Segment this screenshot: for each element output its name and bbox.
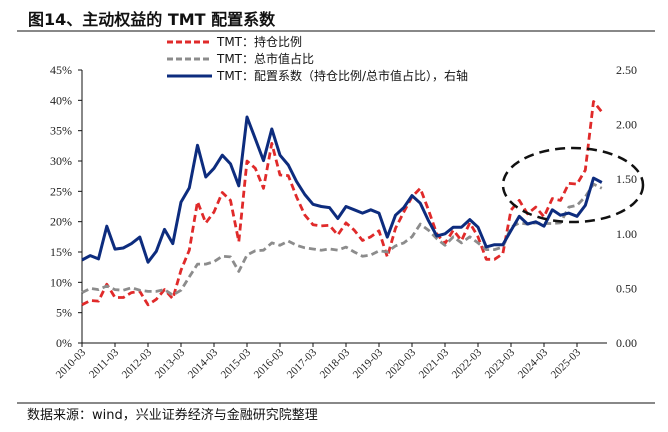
x-axis-tick-label: 2017-03 [285, 346, 320, 381]
left-axis-tick-label: 0% [56, 336, 72, 350]
source-note: 数据来源：wind，兴业证券经济与金融研究院整理 [27, 407, 318, 423]
left-axis-tick-label: 40% [50, 93, 72, 107]
right-axis-tick-label: 2.00 [616, 118, 637, 132]
x-axis-tick-label: 2018-03 [318, 346, 353, 381]
series-line-1 [81, 100, 603, 307]
x-axis-tick-label: 2019-03 [351, 346, 386, 381]
left-axis-tick-label: 30% [50, 154, 72, 168]
right-axis-tick-label: 0.50 [616, 281, 637, 295]
series-line-3 [81, 115, 603, 264]
left-axis-tick-label: 35% [50, 124, 72, 138]
legend: TMT：持仓比例 TMT：总市值占比 TMT：配置系数（持仓比例/总市值占比），右轴 [167, 34, 468, 83]
x-axis-tick-label: 2021-03 [417, 346, 452, 381]
legend-label-1: TMT：持仓比例 [216, 34, 302, 49]
x-axis-tick-label: 2014-03 [186, 346, 221, 381]
legend-label-2: TMT：总市值占比 [216, 51, 314, 66]
x-axis-tick-label: 2010-03 [54, 346, 89, 381]
left-axis-tick-label: 45% [50, 63, 72, 77]
left-axis-tick-label: 15% [50, 245, 72, 259]
right-axis-tick-label: 0.00 [616, 336, 637, 350]
left-axis-tick-label: 5% [56, 306, 72, 320]
right-axis-tick-label: 1.50 [616, 172, 637, 186]
left-axis-tick-label: 25% [50, 184, 72, 198]
x-axis-tick-label: 2023-03 [483, 346, 518, 381]
right-axis-tick-label: 2.50 [616, 63, 637, 77]
x-axis-tick-label: 2013-03 [153, 346, 188, 381]
x-axis-tick-label: 2024-03 [516, 346, 551, 381]
chart-title: 图14、主动权益的 TMT 配置系数 [28, 10, 276, 29]
series-group [81, 100, 603, 307]
x-axis-tick-label: 2015-03 [219, 346, 254, 381]
x-axis-tick-label: 2012-03 [120, 346, 155, 381]
legend-label-3: TMT：配置系数（持仓比例/总市值占比），右轴 [216, 68, 468, 83]
x-axis-tick-label: 2011-03 [87, 346, 121, 380]
x-axis-tick-label: 2025-03 [549, 346, 584, 381]
axes: 0% 5% 10% 15% 20% 25% 30% 35% 40% 45% 0.00 0.50 1.00… [50, 63, 637, 381]
highlight-ellipse [501, 146, 645, 224]
x-axis-tick-label: 2016-03 [252, 346, 287, 381]
left-axis-tick-label: 20% [50, 215, 72, 229]
right-axis-tick-label: 1.00 [616, 227, 637, 241]
left-axis-tick-label: 10% [50, 275, 72, 289]
x-axis-tick-label: 2020-03 [384, 346, 419, 381]
x-axis-tick-label: 2022-03 [450, 346, 485, 381]
